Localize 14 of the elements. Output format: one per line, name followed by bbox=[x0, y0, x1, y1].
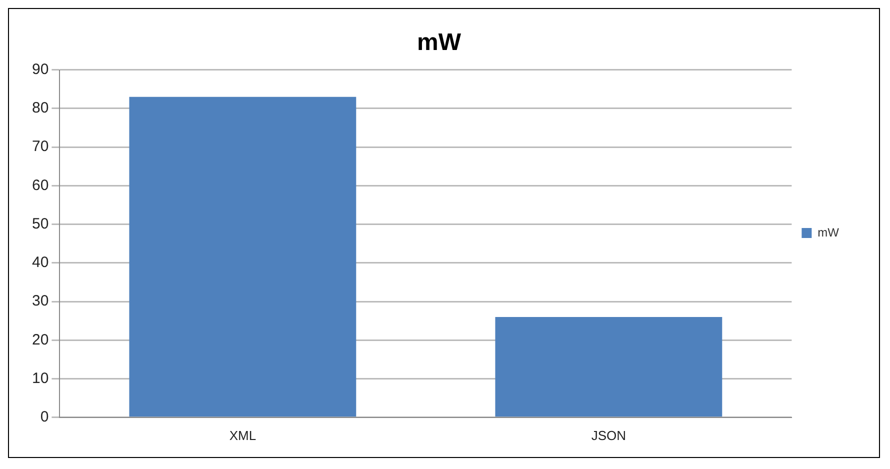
y-tick-label: 20 bbox=[32, 331, 49, 348]
y-tick-label: 60 bbox=[32, 176, 49, 194]
legend-label: mW bbox=[818, 225, 840, 240]
chart-title: mW bbox=[417, 29, 462, 56]
y-tick-label: 40 bbox=[32, 254, 49, 272]
y-tick-label: 70 bbox=[32, 138, 49, 156]
y-tick-label: 0 bbox=[40, 408, 49, 426]
x-tick-label: XML bbox=[229, 428, 256, 443]
y-tick-label: 90 bbox=[32, 60, 49, 78]
y-tick-label: 30 bbox=[32, 292, 49, 310]
x-tick-label: JSON bbox=[591, 428, 626, 443]
y-tick-label: 10 bbox=[32, 370, 49, 387]
y-tick-label: 50 bbox=[32, 215, 49, 232]
y-tick-label: 80 bbox=[32, 100, 49, 117]
